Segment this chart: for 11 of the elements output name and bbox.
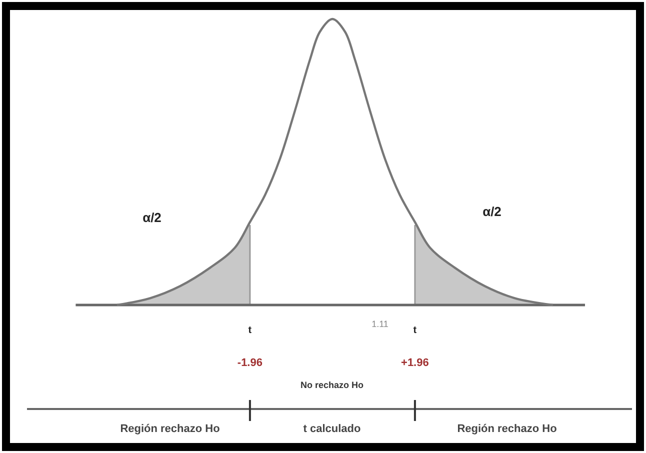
text: Región rechazo Ho: [120, 423, 220, 435]
text: t calculado: [303, 423, 362, 435]
text: No rechazo Ho: [300, 380, 364, 390]
x-tick-label: +1.96: [401, 357, 429, 369]
annotation: α/2: [142, 210, 162, 225]
x-tick-label: -1.96: [237, 357, 262, 369]
ref-line-label: t: [248, 325, 252, 336]
text: 1.11: [372, 319, 388, 329]
text: Región rechazo Ho: [457, 423, 558, 435]
annotation: α/2: [482, 204, 502, 219]
ref-line-label: t: [413, 325, 418, 336]
